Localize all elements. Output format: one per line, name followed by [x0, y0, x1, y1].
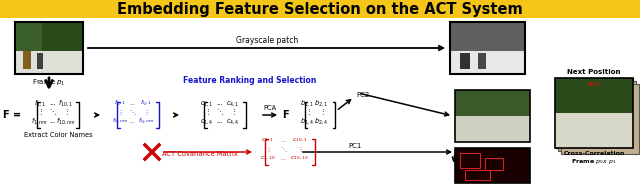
Text: $f_{i_1,nm}$: $f_{i_1,nm}$ [111, 117, 128, 126]
Text: F =: F = [3, 110, 21, 120]
Bar [455, 148, 530, 183]
Text: $c_{10,10}$: $c_{10,10}$ [291, 155, 309, 162]
Text: $b_{2,4}$: $b_{2,4}$ [314, 116, 328, 126]
Text: Next Position: Next Position [567, 69, 621, 75]
Text: $f_{10,nm}$: $f_{10,nm}$ [56, 116, 76, 126]
Text: $b_{1,4}$: $b_{1,4}$ [300, 116, 314, 126]
Text: PC2: PC2 [356, 92, 369, 98]
Text: $\vdots$: $\vdots$ [305, 107, 310, 117]
Text: $\vdots$: $\vdots$ [265, 145, 270, 154]
Bar [15, 51, 83, 74]
Bar [561, 84, 639, 154]
Text: ...: ... [216, 100, 223, 106]
Bar [455, 116, 530, 142]
Text: $f_{i_4,1}$: $f_{i_4,1}$ [140, 99, 152, 108]
Bar [455, 90, 530, 142]
Bar [450, 22, 525, 74]
Text: Grayscale patch: Grayscale patch [236, 36, 299, 45]
Bar [450, 51, 525, 74]
Text: Embedding Feature Selection on the ACT System: Embedding Feature Selection on the ACT S… [117, 1, 523, 16]
Bar [0, 0, 640, 18]
Bar [455, 90, 530, 142]
Bar [23, 51, 31, 69]
Text: $\vdots$: $\vdots$ [319, 107, 324, 117]
Text: $c_{4,1}$: $c_{4,1}$ [226, 99, 239, 108]
Bar [42, 22, 83, 51]
Text: $f_{10,1}$: $f_{10,1}$ [58, 98, 74, 108]
Bar [450, 22, 525, 74]
Bar [478, 53, 486, 69]
Bar [450, 22, 525, 51]
Text: $b_{2,1}$: $b_{2,1}$ [314, 98, 328, 108]
Bar [37, 53, 43, 69]
Text: $\ddots$: $\ddots$ [49, 107, 57, 117]
Text: ...: ... [216, 118, 223, 124]
Text: $\vdots$: $\vdots$ [117, 108, 122, 117]
Text: $c_{4,4}$: $c_{4,4}$ [226, 117, 239, 126]
Text: NEXT: NEXT [588, 82, 600, 87]
Bar [15, 22, 83, 74]
Text: $f_{1,1}$: $f_{1,1}$ [34, 98, 46, 108]
Text: $\vdots$: $\vdots$ [230, 107, 236, 117]
Text: ...: ... [130, 119, 136, 124]
Bar [485, 158, 503, 170]
Text: $\vdots$: $\vdots$ [297, 145, 302, 154]
Text: Cross-Correlation
Frame $p_0x$ $p_1$: Cross-Correlation Frame $p_0x$ $p_1$ [563, 151, 625, 166]
Text: Feature Ranking and Selection: Feature Ranking and Selection [183, 76, 317, 85]
Bar [555, 78, 633, 148]
Bar [555, 78, 633, 148]
Bar [455, 148, 530, 183]
Bar [460, 53, 470, 69]
Text: $c_{1,4}$: $c_{1,4}$ [200, 117, 214, 126]
Text: PC1: PC1 [348, 143, 362, 149]
Text: ...: ... [130, 101, 136, 106]
Text: $f_{i_4,nm}$: $f_{i_4,nm}$ [138, 117, 154, 126]
Text: $b_{1,1}$: $b_{1,1}$ [300, 98, 314, 108]
Text: F: F [282, 110, 289, 120]
Text: $c_{1,1}$: $c_{1,1}$ [261, 137, 274, 144]
Text: ...: ... [50, 118, 56, 124]
Text: $\vdots$: $\vdots$ [63, 107, 68, 117]
Text: $c_{1,1}$: $c_{1,1}$ [200, 99, 214, 108]
Text: PCA: PCA [263, 105, 276, 111]
Text: $\vdots$: $\vdots$ [143, 108, 148, 117]
Text: $\vdots$: $\vdots$ [204, 107, 210, 117]
Text: $c_{10,1}$: $c_{10,1}$ [292, 137, 307, 144]
Bar [15, 22, 83, 51]
Text: $\vdots$: $\vdots$ [37, 107, 43, 117]
Text: $\ddots$: $\ddots$ [129, 108, 136, 117]
Text: $\ddots$: $\ddots$ [216, 107, 224, 117]
Text: $\ddots$: $\ddots$ [280, 145, 287, 154]
Text: ...: ... [280, 138, 287, 143]
Text: Extract Color Names: Extract Color Names [24, 132, 92, 138]
Text: ...: ... [280, 156, 287, 161]
Bar [15, 22, 83, 74]
Text: $f_{i_1,1}$: $f_{i_1,1}$ [114, 99, 126, 108]
Text: ...: ... [50, 100, 56, 106]
Text: $f_{1,nm}$: $f_{1,nm}$ [31, 116, 48, 126]
Bar [555, 113, 633, 148]
Bar [465, 170, 490, 180]
Bar [558, 81, 636, 151]
Bar [460, 153, 480, 168]
Text: Frame $p_1$: Frame $p_1$ [32, 78, 66, 88]
Text: $c_{1,10}$: $c_{1,10}$ [260, 155, 275, 162]
Bar [555, 78, 633, 113]
Text: ACT Covariance Matrix: ACT Covariance Matrix [162, 151, 237, 157]
